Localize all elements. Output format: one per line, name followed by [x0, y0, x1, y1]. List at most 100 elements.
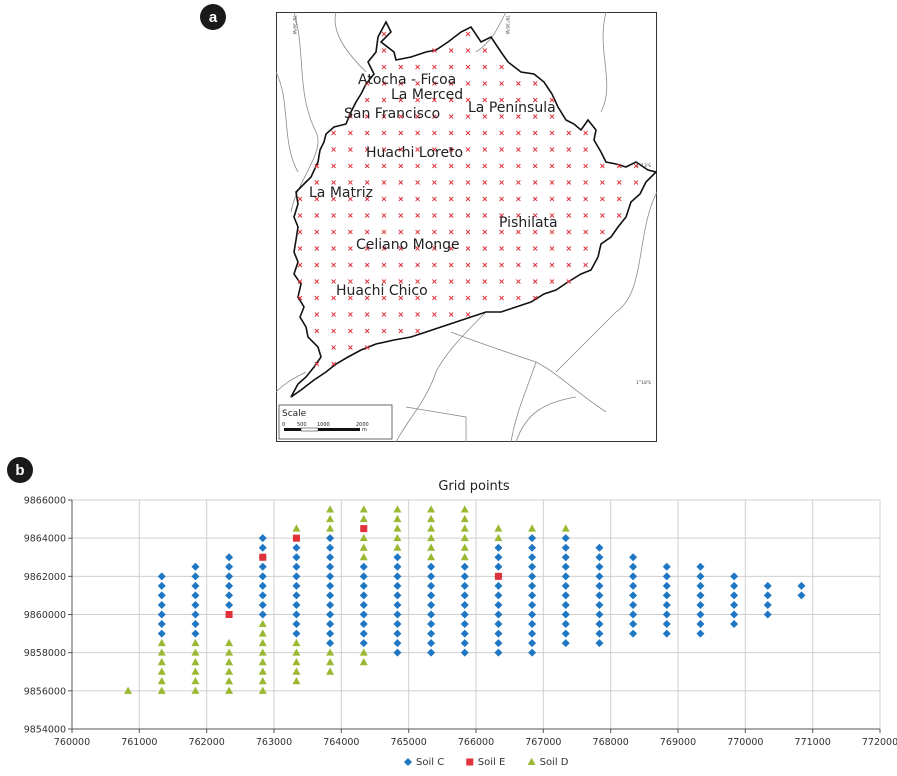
- data-point: [730, 591, 739, 600]
- data-point: [292, 667, 301, 675]
- grid-sample-mark: [583, 262, 588, 268]
- data-point: [561, 562, 570, 571]
- grid-sample-mark: [348, 130, 353, 136]
- legend-marker: [404, 758, 412, 766]
- data-point: [225, 667, 234, 675]
- data-point: [225, 648, 234, 656]
- grid-sample-mark: [314, 312, 320, 317]
- grid-sample-mark: [381, 196, 387, 202]
- grid-sample-mark: [331, 345, 336, 350]
- data-point: [662, 591, 671, 600]
- grid-sample-mark: [415, 81, 420, 86]
- data-point: [528, 629, 537, 638]
- x-tick-label: 768000: [593, 737, 629, 748]
- grid-sample-mark: [549, 246, 555, 251]
- grid-sample-mark: [331, 130, 336, 136]
- data-point: [326, 591, 335, 600]
- scale-unit: m: [362, 427, 367, 433]
- grid-sample-mark: [516, 262, 521, 268]
- grid-sample-mark: [465, 163, 471, 169]
- data-point: [393, 562, 402, 571]
- grid-sample-mark: [331, 163, 336, 169]
- data-point: [629, 572, 638, 581]
- data-point: [393, 533, 402, 542]
- grid-sample-mark: [364, 213, 370, 218]
- grid-sample-mark: [499, 213, 504, 218]
- data-point: [427, 524, 436, 532]
- data-point: [595, 581, 604, 590]
- data-point: [292, 610, 301, 619]
- grid-sample-mark: [381, 64, 387, 70]
- grid-sample-mark: [448, 81, 454, 86]
- grid-sample-mark: [616, 180, 622, 185]
- data-point: [393, 514, 402, 523]
- data-point: [393, 572, 402, 581]
- data-point: [561, 600, 570, 609]
- grid-sample-mark: [381, 180, 387, 185]
- grid-sample-mark: [600, 180, 605, 185]
- grid-sample-mark: [532, 114, 538, 119]
- grid-sample-mark: [516, 196, 521, 202]
- data-point: [427, 572, 436, 581]
- data-point: [629, 562, 638, 571]
- x-tick-label: 770000: [727, 737, 763, 748]
- data-point: [191, 677, 200, 685]
- grid-sample-mark: [583, 213, 588, 218]
- data-point: [662, 562, 671, 571]
- data-point: [763, 600, 772, 609]
- data-point: [258, 591, 267, 600]
- grid-sample-mark: [364, 295, 370, 301]
- grid-sample-mark: [364, 163, 370, 169]
- grid-sample-mark: [364, 328, 370, 334]
- grid-sample-mark: [516, 114, 521, 119]
- grid-sample-mark: [465, 147, 471, 152]
- data-point: [730, 620, 739, 629]
- grid-sample-mark: [381, 279, 387, 284]
- data-point: [157, 600, 166, 609]
- grid-sample-mark: [482, 114, 488, 119]
- grid-sample-mark: [448, 295, 454, 301]
- data-point: [427, 591, 436, 600]
- data-point: [359, 658, 368, 666]
- place-label: Pishilata: [499, 215, 558, 231]
- y-tick-label: 9856000: [24, 686, 66, 697]
- grid-sample-mark: [516, 81, 521, 86]
- grid-sample-mark: [482, 279, 488, 284]
- grid-sample-mark: [600, 229, 605, 235]
- grid-sample-mark: [364, 196, 370, 202]
- grid-sample-mark: [516, 246, 521, 251]
- grid-sample-mark: [398, 97, 404, 103]
- data-point: [359, 600, 368, 609]
- data-point: [595, 610, 604, 619]
- grid-sample-mark: [532, 229, 538, 235]
- grid-sample-mark: [381, 295, 387, 301]
- data-point: [359, 543, 368, 551]
- data-point: [326, 648, 335, 656]
- data-point: [157, 572, 166, 581]
- data-point: [191, 648, 200, 656]
- x-tick-labels: 760000 761000 762000 763000 764000 765000 7660…: [54, 737, 897, 748]
- data-point: [427, 581, 436, 590]
- data-point: [460, 572, 469, 581]
- grid-sample-mark: [381, 213, 387, 218]
- data-point: [360, 525, 368, 533]
- data-point: [393, 629, 402, 638]
- grid-sample-mark: [549, 130, 555, 136]
- data-point: [561, 543, 570, 552]
- data-point: [157, 638, 166, 647]
- data-point: [326, 505, 335, 513]
- data-point: [191, 562, 200, 571]
- data-point: [225, 581, 234, 590]
- data-point: [528, 620, 537, 629]
- data-point: [561, 572, 570, 581]
- data-point: [292, 562, 301, 571]
- data-point: [258, 534, 267, 543]
- y-tick-label: 9862000: [24, 572, 66, 583]
- data-point: [696, 620, 705, 629]
- grid-sample-mark: [348, 312, 353, 317]
- grid-sample-mark: [566, 279, 572, 284]
- grid-sample-mark: [415, 114, 420, 119]
- data-point: [326, 620, 335, 629]
- grid-sample-mark: [448, 114, 454, 119]
- data-point: [225, 600, 234, 609]
